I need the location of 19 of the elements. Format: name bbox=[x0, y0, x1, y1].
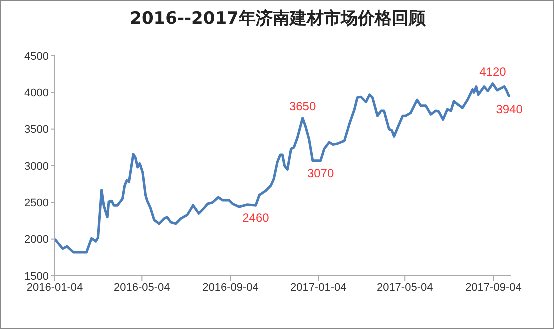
annotation: 3650 bbox=[289, 99, 316, 114]
x-tick-label: 2017-09-04 bbox=[466, 282, 522, 294]
x-tick-label: 2017-01-04 bbox=[290, 282, 347, 294]
y-tick-label: 2500 bbox=[24, 198, 49, 210]
x-tick-label: 2016-05-04 bbox=[114, 282, 170, 294]
y-tick-label: 3500 bbox=[24, 124, 49, 136]
y-tick-label: 2000 bbox=[24, 234, 49, 246]
chart-title: 2016--2017年济南建材市场价格回顾 bbox=[129, 8, 427, 30]
y-tick-label: 4500 bbox=[24, 50, 49, 63]
y-tick-label: 1500 bbox=[24, 270, 49, 283]
annotation: 2460 bbox=[242, 211, 270, 226]
annotation: 3070 bbox=[307, 166, 334, 180]
annotation: 4120 bbox=[480, 64, 507, 79]
y-tick-label: 3000 bbox=[24, 160, 49, 173]
x-tick-label: 2017-05-04 bbox=[376, 282, 434, 294]
y-tick-label: 4000 bbox=[24, 88, 49, 100]
annotation: 3940 bbox=[496, 102, 524, 117]
x-tick-label: 2016-01-04 bbox=[26, 282, 84, 294]
x-tick-label: 2016-09-04 bbox=[202, 282, 259, 294]
